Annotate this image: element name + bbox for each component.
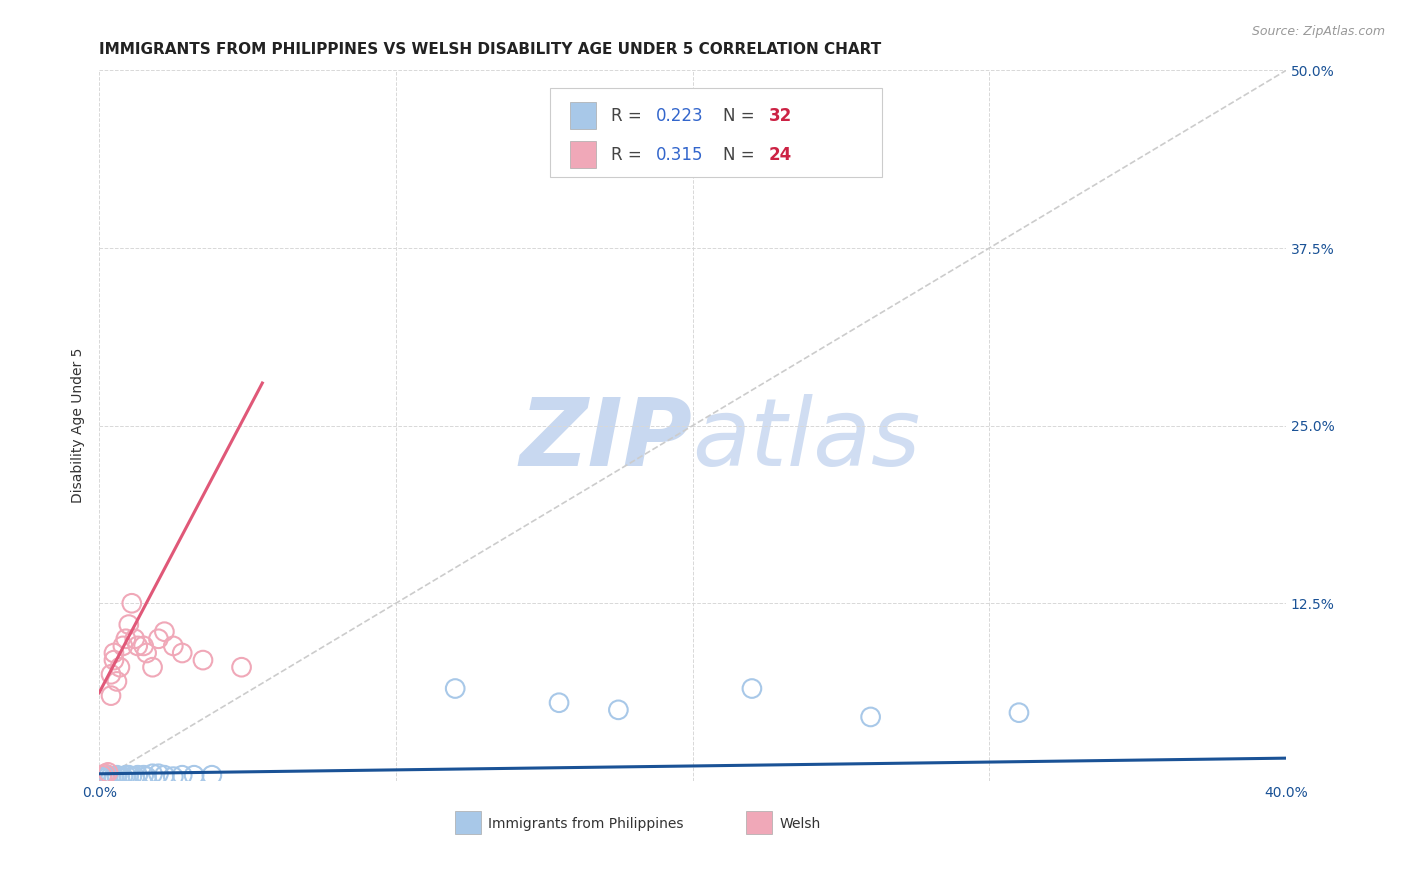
FancyBboxPatch shape: [456, 812, 481, 834]
Point: [103, 653, 125, 667]
Point: [94, 766, 117, 780]
Point: [100, 667, 122, 681]
Point: [127, 768, 149, 782]
Text: 0.223: 0.223: [655, 107, 703, 125]
Point: [548, 696, 571, 710]
Point: [141, 660, 163, 674]
Point: [172, 768, 194, 782]
Point: [162, 770, 184, 784]
Text: IMMIGRANTS FROM PHILIPPINES VS WELSH DISABILITY AGE UNDER 5 CORRELATION CHART: IMMIGRANTS FROM PHILIPPINES VS WELSH DIS…: [100, 42, 882, 57]
Text: R =: R =: [610, 107, 647, 125]
FancyBboxPatch shape: [550, 88, 883, 177]
Point: [172, 646, 194, 660]
Point: [127, 639, 149, 653]
Point: [132, 768, 155, 782]
Point: [121, 596, 143, 610]
Text: Source: ZipAtlas.com: Source: ZipAtlas.com: [1251, 25, 1385, 38]
Point: [111, 770, 134, 784]
Point: [100, 689, 122, 703]
Point: [153, 768, 176, 782]
Point: [859, 710, 882, 724]
Point: [111, 639, 134, 653]
FancyBboxPatch shape: [747, 812, 772, 834]
Point: [231, 660, 253, 674]
Point: [91, 771, 114, 785]
Point: [1008, 706, 1031, 720]
Point: [124, 632, 146, 646]
Point: [124, 770, 146, 784]
FancyBboxPatch shape: [571, 102, 596, 129]
Point: [607, 703, 630, 717]
Y-axis label: Disability Age Under 5: Disability Age Under 5: [72, 348, 86, 503]
Point: [201, 768, 224, 782]
Point: [148, 632, 170, 646]
Text: 0.315: 0.315: [655, 146, 703, 164]
FancyBboxPatch shape: [571, 141, 596, 169]
Point: [105, 770, 128, 784]
Point: [121, 770, 143, 784]
Point: [97, 765, 120, 780]
Point: [444, 681, 467, 696]
Point: [148, 766, 170, 780]
Point: [118, 768, 141, 782]
Point: [114, 632, 136, 646]
Point: [135, 646, 157, 660]
Point: [114, 768, 136, 782]
Point: [97, 768, 120, 782]
Point: [191, 653, 214, 667]
Text: R =: R =: [610, 146, 647, 164]
Text: 24: 24: [769, 146, 792, 164]
Point: [108, 770, 131, 784]
Point: [183, 768, 205, 782]
Text: N =: N =: [724, 107, 761, 125]
Point: [103, 771, 125, 785]
Point: [100, 770, 122, 784]
Text: Immigrants from Philippines: Immigrants from Philippines: [488, 816, 683, 830]
Point: [118, 617, 141, 632]
Point: [94, 771, 117, 785]
Point: [162, 639, 184, 653]
Text: ZIP: ZIP: [520, 394, 693, 486]
Point: [141, 766, 163, 780]
Point: [103, 770, 125, 784]
Point: [153, 624, 176, 639]
Point: [741, 681, 763, 696]
Point: [97, 770, 120, 784]
Point: [91, 768, 114, 782]
Text: 32: 32: [769, 107, 792, 125]
Text: N =: N =: [724, 146, 761, 164]
Point: [132, 639, 155, 653]
Point: [94, 770, 117, 784]
Point: [135, 770, 157, 784]
Text: Welsh: Welsh: [779, 816, 821, 830]
Point: [103, 646, 125, 660]
Point: [105, 674, 128, 689]
Text: atlas: atlas: [693, 394, 921, 485]
Point: [105, 768, 128, 782]
Point: [108, 660, 131, 674]
